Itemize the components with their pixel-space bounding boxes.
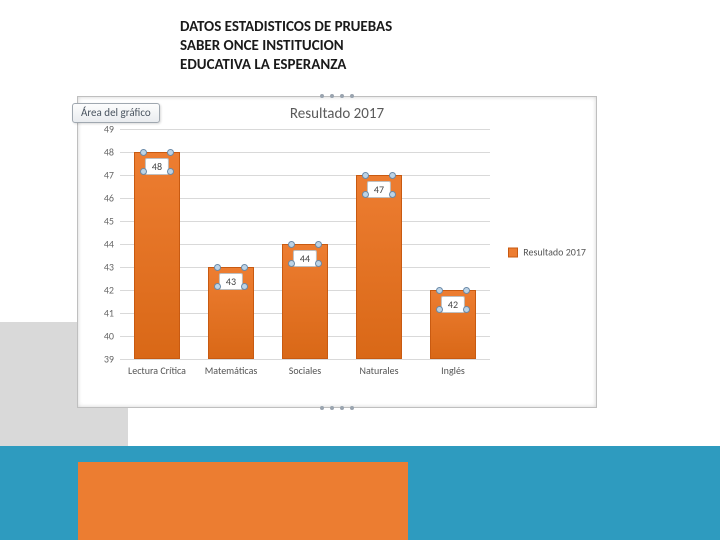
title-line-1: DATOS ESTADISTICOS DE PRUEBAS (180, 18, 540, 37)
y-axis-label: 43 (104, 261, 114, 274)
legend[interactable]: Resultado 2017 (508, 246, 586, 259)
value-label: 42 (441, 296, 465, 313)
title-line-2: SABER ONCE INSTITUCION (180, 37, 540, 56)
y-axis-label: 47 (104, 169, 114, 182)
page-title: DATOS ESTADISTICOS DE PRUEBAS SABER ONCE… (180, 18, 540, 74)
gridline (120, 359, 490, 360)
selection-handle[interactable] (214, 283, 221, 290)
selection-handle[interactable] (140, 149, 147, 156)
bar-column: 47 (356, 129, 402, 359)
value-label: 48 (145, 158, 169, 175)
bar[interactable] (356, 175, 402, 359)
y-axis-label: 49 (104, 123, 114, 136)
bar-column: 48 (134, 129, 180, 359)
y-axis-label: 39 (104, 353, 114, 366)
x-axis-label: Lectura Crítica (122, 365, 192, 376)
y-axis-label: 44 (104, 238, 114, 251)
y-axis-label: 41 (104, 307, 114, 320)
bar[interactable] (134, 152, 180, 359)
chart-container[interactable]: Área del gráfico Resultado 2017 39404142… (77, 96, 597, 408)
selection-handle[interactable] (436, 306, 443, 313)
selection-marker-bottom (320, 405, 354, 411)
y-axis-label: 42 (104, 284, 114, 297)
selection-handle[interactable] (362, 191, 369, 198)
bar-column: 42 (430, 129, 476, 359)
selection-handle[interactable] (140, 168, 147, 175)
value-label: 43 (219, 273, 243, 290)
selection-handle[interactable] (288, 241, 295, 248)
legend-label: Resultado 2017 (523, 246, 586, 259)
x-axis-label: Inglés (418, 365, 488, 376)
selection-marker-top (320, 93, 354, 99)
bar-column: 43 (208, 129, 254, 359)
bar-column: 44 (282, 129, 328, 359)
value-label: 44 (293, 250, 317, 267)
y-axis-label: 40 (104, 330, 114, 343)
legend-swatch (508, 247, 518, 257)
x-axis-label: Matemáticas (196, 365, 266, 376)
value-label: 47 (367, 181, 391, 198)
y-axis-label: 48 (104, 146, 114, 159)
title-line-3: EDUCATIVA LA ESPERANZA (180, 56, 540, 75)
chart-area-tooltip: Área del gráfico (72, 103, 160, 123)
y-axis-label: 45 (104, 215, 114, 228)
plot-area[interactable]: 39404142434445464748494843444742Lectura … (120, 129, 490, 359)
selection-handle[interactable] (288, 260, 295, 267)
selection-handle[interactable] (436, 287, 443, 294)
selection-handle[interactable] (214, 264, 221, 271)
selection-handle[interactable] (362, 172, 369, 179)
x-axis-label: Naturales (344, 365, 414, 376)
y-axis-label: 46 (104, 192, 114, 205)
x-axis-label: Sociales (270, 365, 340, 376)
